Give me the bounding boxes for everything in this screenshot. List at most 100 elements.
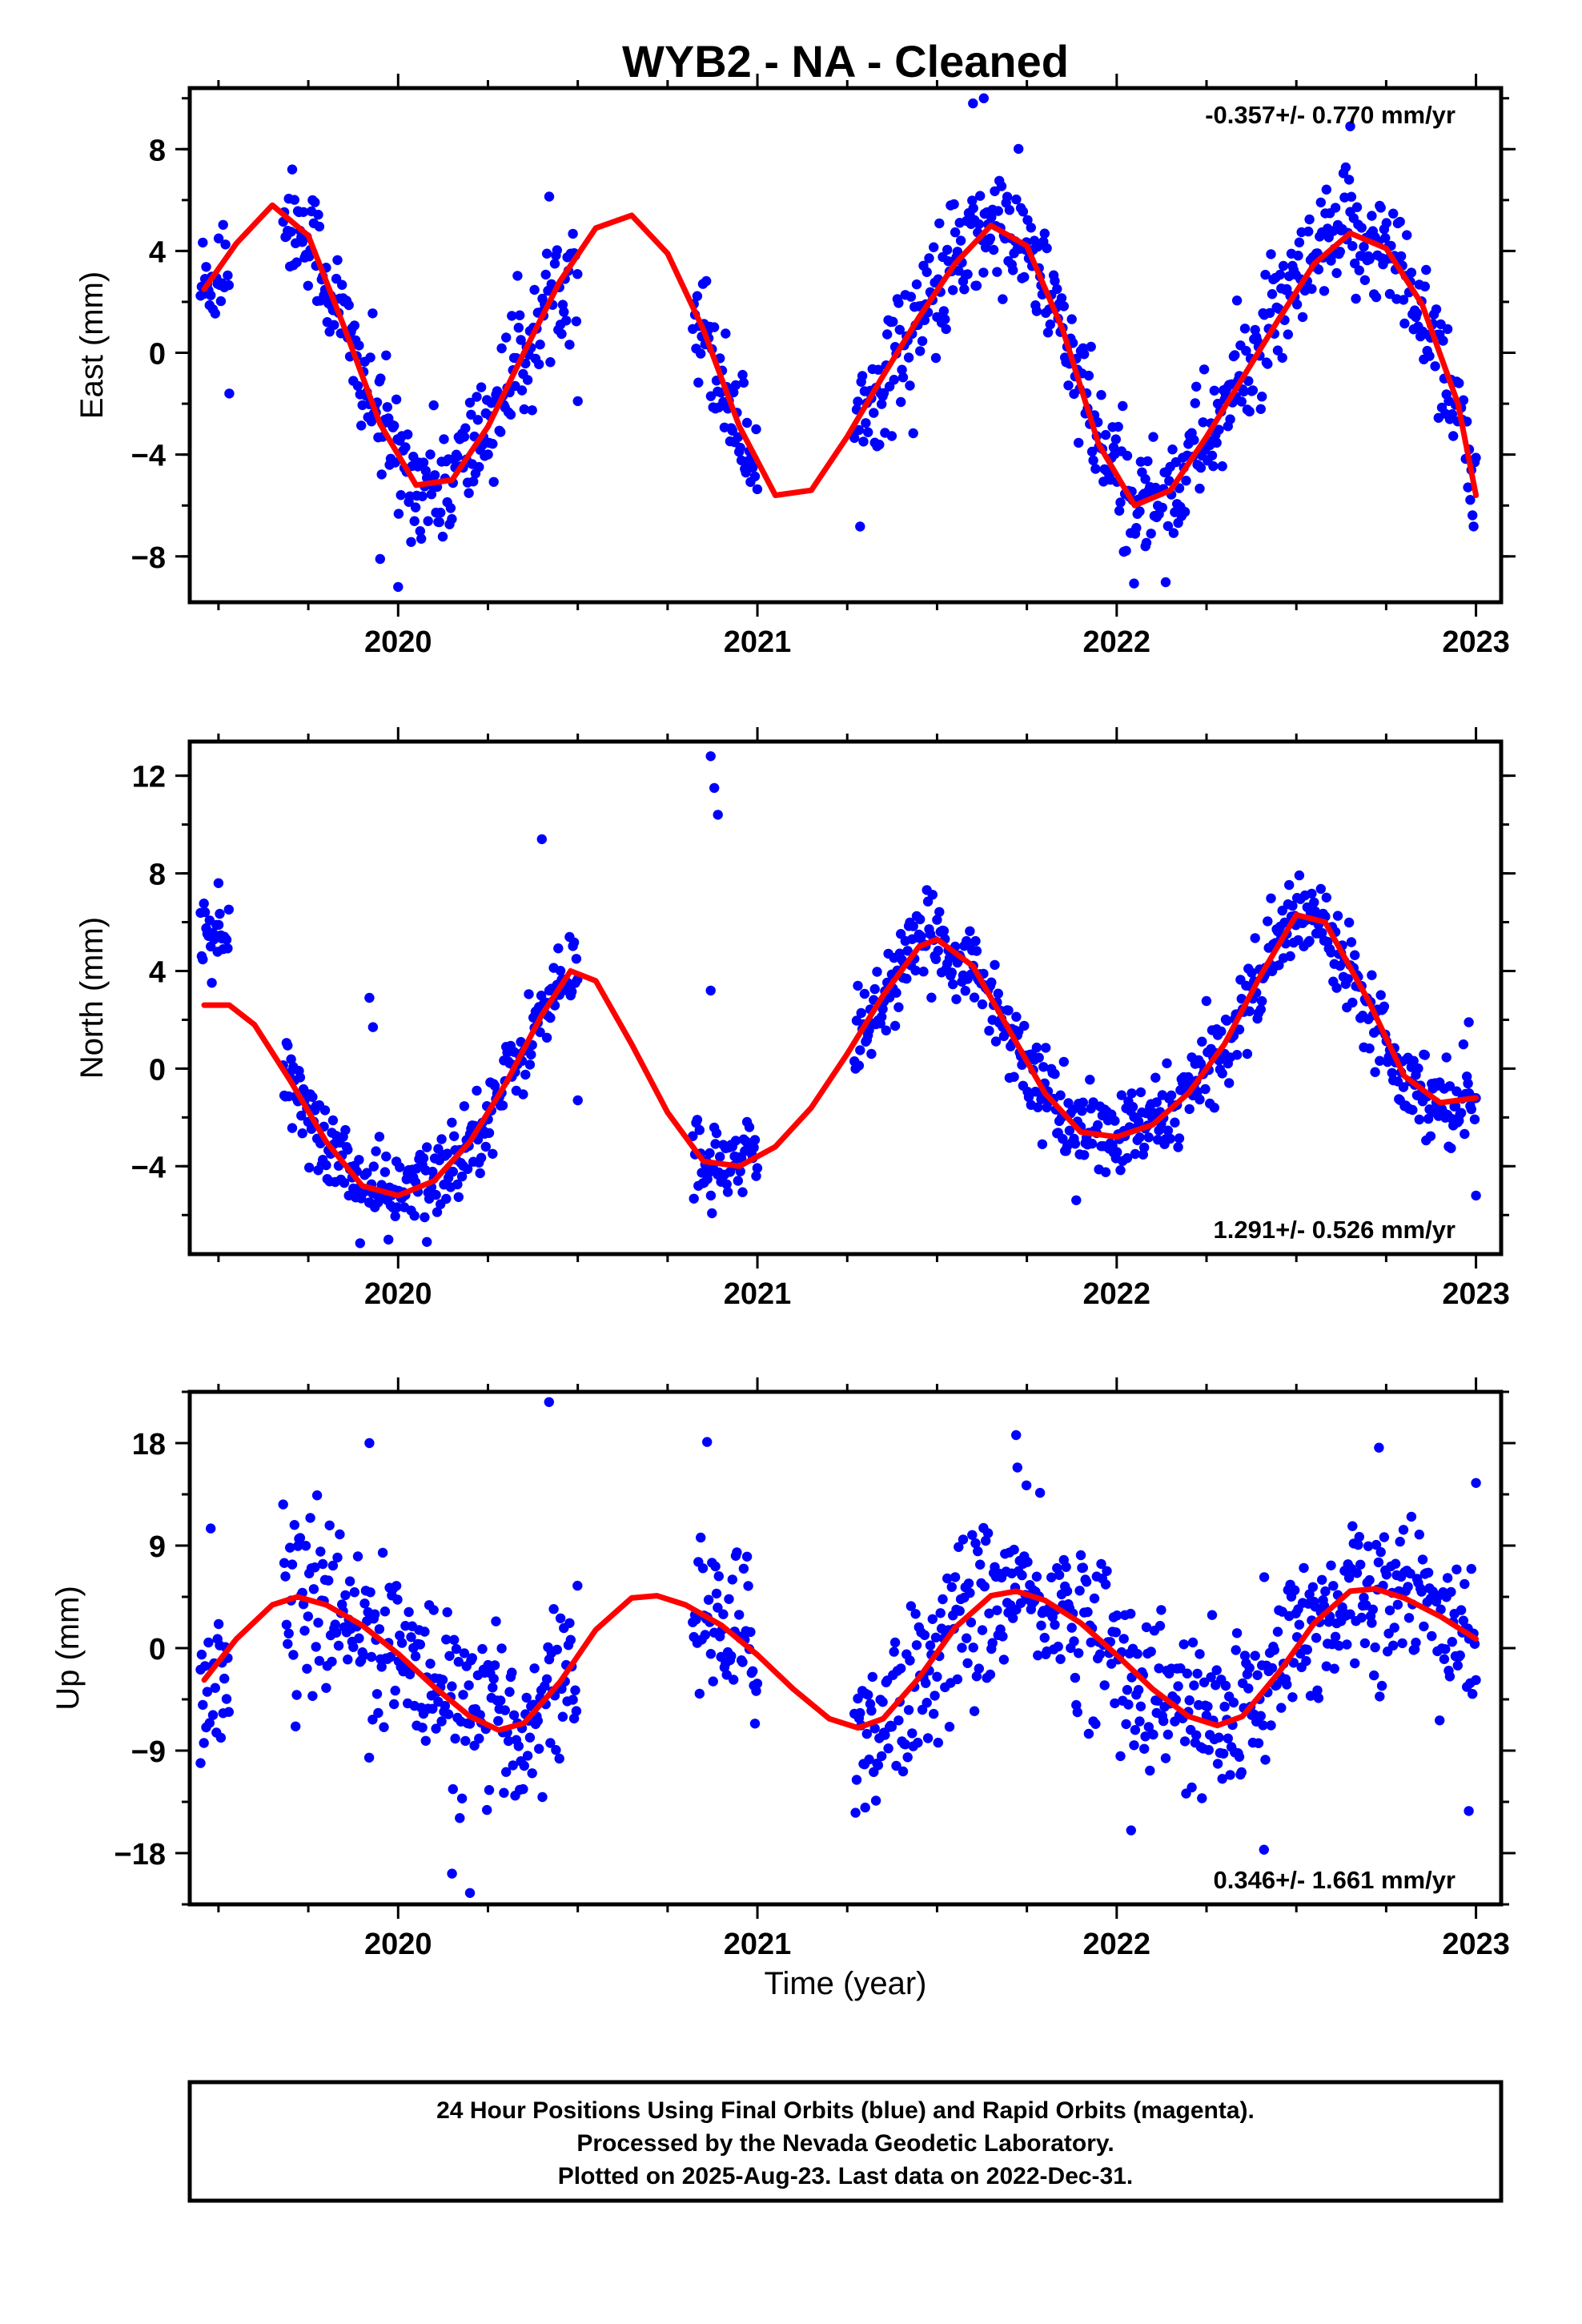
data-point xyxy=(450,1733,460,1744)
data-point xyxy=(196,1649,207,1660)
data-point xyxy=(962,1658,973,1668)
data-point xyxy=(1066,314,1077,324)
data-point xyxy=(1201,995,1212,1007)
data-point xyxy=(354,1633,364,1643)
data-point xyxy=(734,1610,745,1620)
data-point xyxy=(403,429,413,440)
data-point xyxy=(1190,398,1201,408)
data-point xyxy=(1373,1557,1384,1568)
data-point xyxy=(1189,1680,1199,1691)
data-point xyxy=(1255,1004,1267,1015)
data-point xyxy=(1192,1668,1203,1679)
x-tick-label: 2020 xyxy=(364,1928,432,1961)
data-point xyxy=(1355,1559,1366,1570)
data-point xyxy=(215,296,227,307)
data-point xyxy=(1182,1668,1193,1679)
data-point xyxy=(343,1655,353,1665)
data-point xyxy=(456,1793,468,1803)
data-point xyxy=(709,782,720,794)
data-point xyxy=(866,1706,877,1716)
data-point xyxy=(1446,1143,1456,1154)
data-point xyxy=(727,1574,737,1585)
data-point xyxy=(1038,1062,1049,1072)
data-point xyxy=(751,1171,761,1181)
data-point xyxy=(373,1707,383,1719)
data-point xyxy=(1206,1672,1216,1683)
data-point xyxy=(1162,521,1174,532)
data-point xyxy=(491,1616,501,1626)
data-point xyxy=(1334,1640,1344,1651)
data-point xyxy=(896,396,906,408)
data-point xyxy=(337,279,347,290)
data-point xyxy=(1328,1581,1339,1591)
data-point xyxy=(571,954,582,964)
data-point xyxy=(917,336,928,347)
data-point xyxy=(1317,1574,1327,1586)
x-tick-label: 2022 xyxy=(1083,1928,1151,1961)
data-point xyxy=(724,1594,734,1605)
data-point xyxy=(1086,1637,1096,1648)
data-point xyxy=(973,1546,983,1557)
data-point xyxy=(333,1640,344,1651)
data-point xyxy=(436,1134,447,1144)
data-point xyxy=(1110,1116,1120,1126)
data-point xyxy=(1199,364,1210,375)
data-point xyxy=(497,1100,508,1111)
data-point xyxy=(1406,1511,1417,1522)
data-point xyxy=(395,1630,405,1641)
data-point xyxy=(1242,1048,1253,1059)
data-point xyxy=(968,1642,978,1653)
data-point xyxy=(1441,1052,1452,1063)
data-point xyxy=(729,1675,739,1685)
panel-frame xyxy=(187,86,1504,605)
data-point xyxy=(519,404,529,415)
data-point xyxy=(496,427,506,437)
data-point xyxy=(1446,1586,1456,1598)
data-point xyxy=(447,513,457,525)
data-point xyxy=(1050,1619,1060,1630)
data-point xyxy=(409,1210,420,1221)
data-point xyxy=(467,1653,477,1663)
data-point xyxy=(745,1626,756,1638)
data-point xyxy=(532,1715,543,1726)
data-point xyxy=(1148,1729,1158,1740)
data-point xyxy=(1192,1087,1203,1097)
x-tick-label: 2021 xyxy=(724,1928,792,1961)
data-point xyxy=(1379,1001,1390,1012)
data-point xyxy=(524,989,534,999)
data-point xyxy=(1146,529,1156,539)
data-point xyxy=(393,509,404,519)
data-point xyxy=(922,1733,934,1743)
data-point xyxy=(943,256,954,267)
data-point xyxy=(564,1618,575,1629)
data-point xyxy=(1375,1055,1385,1066)
data-point xyxy=(195,1758,206,1768)
data-point xyxy=(221,935,232,945)
data-point xyxy=(1343,917,1355,928)
data-point xyxy=(508,1760,518,1771)
data-point xyxy=(893,298,904,308)
data-point xyxy=(210,308,220,319)
data-point xyxy=(356,420,367,431)
data-point xyxy=(1332,911,1343,921)
data-point xyxy=(965,926,975,937)
data-point xyxy=(855,1707,865,1719)
data-point xyxy=(572,1580,583,1591)
data-point xyxy=(392,1594,403,1605)
data-point xyxy=(1282,1679,1292,1690)
data-point xyxy=(1175,1663,1186,1674)
data-point xyxy=(291,1721,301,1731)
data-point xyxy=(751,1686,761,1696)
data-point xyxy=(348,1642,359,1652)
data-point xyxy=(1374,1442,1384,1453)
data-point xyxy=(442,1607,452,1618)
data-point xyxy=(993,206,1004,216)
data-point xyxy=(1122,1152,1133,1164)
data-point xyxy=(199,899,209,909)
data-point xyxy=(916,931,926,942)
data-point xyxy=(934,907,945,918)
data-point xyxy=(853,424,865,436)
data-point xyxy=(447,1681,457,1691)
data-point xyxy=(1264,308,1275,318)
data-point xyxy=(915,914,926,925)
